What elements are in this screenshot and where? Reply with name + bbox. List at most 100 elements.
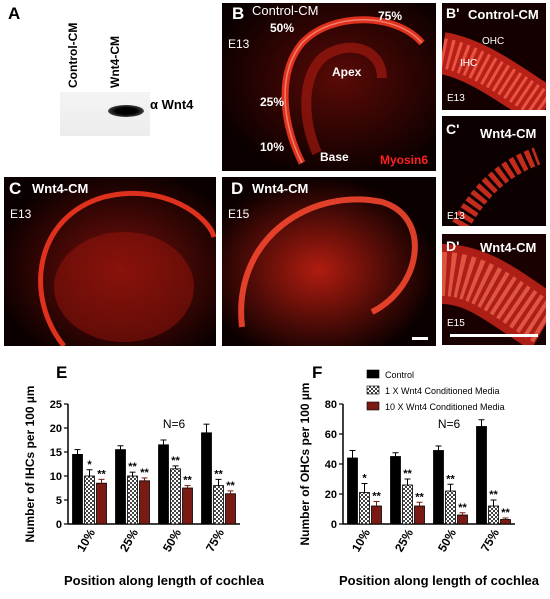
y-tick-label: 20 [325,489,337,501]
bar [476,426,487,525]
x-axis-label: Position along length of cochlea [339,573,540,588]
apex-label: Apex [332,65,362,79]
significance-stars: * [362,473,367,485]
significance-stars: ** [183,475,192,487]
bar [445,490,456,525]
panel-b-age: E13 [228,37,250,51]
base-label: Base [320,150,349,164]
legend-label: 10 X Wnt4 Conditioned Media [385,402,505,412]
bar [127,475,138,525]
bar [158,444,169,525]
y-tick-label: 15 [50,447,62,459]
panel-e-letter: E [56,363,68,382]
bar [488,505,499,525]
significance-stars: * [87,459,92,471]
blot-lane-label-control: Control-CM [66,22,80,88]
label-10-percent: 10% [260,140,285,154]
blot-band-label: α Wnt4 [150,97,194,112]
scale-bar-d [412,337,428,340]
western-blot-image [60,92,150,136]
significance-stars: ** [489,489,498,501]
y-tick-label: 60 [325,429,337,441]
significance-stars: ** [458,502,467,514]
panel-c-condition: Wnt4-CM [32,181,89,196]
panel-c-prime-image: Wnt4-CM E13 [442,116,546,226]
significance-stars: ** [97,468,106,480]
bar [433,450,444,525]
hair-cells-d-prime [442,234,546,345]
blot-lane-label-wnt4: Wnt4-CM [108,36,122,88]
bar [84,475,95,525]
category-label: 75% [203,526,227,554]
panel-c-letter: C [9,179,22,198]
panel-d-letter: D [231,179,244,198]
legend-swatch [366,385,380,395]
significance-stars: ** [403,468,412,480]
category-label: 75% [478,526,502,554]
bar [414,505,425,525]
panel-b-image: Control-CM E13 50% 75% 25% 10% Apex Base… [222,3,436,171]
cochlea-spiral-d [222,177,436,346]
y-tick-label: 0 [56,519,62,531]
bar [371,505,382,525]
bar [390,456,401,525]
legend-label: 1 X Wnt4 Conditioned Media [385,386,500,396]
hair-cell-rows-b-prime [442,3,546,110]
panel-f-letter: F [312,363,323,382]
bar [457,514,468,525]
bar [170,468,181,525]
panel-b-prime-age: E13 [447,93,465,104]
scale-bar-d-prime [450,334,538,337]
category-label: 25% [392,526,416,554]
significance-stars: ** [226,480,235,492]
bar [347,457,358,525]
y-axis-label: Number of OHCs per 100 µm [298,383,312,546]
y-tick-label: 5 [56,495,62,507]
panel-c-prime-condition: Wnt4-CM [480,126,537,141]
significance-stars: ** [415,491,424,503]
panel-b-prime-image: Control-CM OHC IHC E13 [442,3,546,110]
panel-d-condition: Wnt4-CM [252,181,309,196]
significance-stars: ** [446,473,455,485]
category-label: 50% [160,526,184,554]
bar [201,432,212,525]
x-axis-label: Position along length of cochlea [64,573,265,588]
significance-stars: ** [501,507,510,519]
panel-d-prime-image: Wnt4-CM E15 [442,234,546,345]
bar [115,449,126,525]
panel-c-prime-letter: C' [446,121,460,137]
legend-swatch [366,369,380,379]
bar [139,480,150,525]
y-tick-label: 80 [325,399,337,411]
category-label: 10% [349,526,373,554]
myosin6-stain-label: Myosin6 [380,153,429,167]
legend-label: Control [385,370,414,380]
panel-c-image: Wnt4-CM E13 [4,177,216,346]
panel-d-age: E15 [228,207,250,221]
panel-c-prime-age: E13 [447,211,465,222]
label-75-percent: 75% [378,9,403,23]
n-annotation: N=6 [438,417,461,431]
panel-d-image: Wnt4-CM E15 [222,177,436,346]
category-label: 25% [117,526,141,554]
bar [182,487,193,525]
bar [96,482,107,525]
bar [402,484,413,525]
bar [225,493,236,525]
cochlea-spiral-c [4,177,216,346]
wnt4-band [108,105,144,117]
panel-d-prime-condition: Wnt4-CM [480,240,537,255]
bar [500,519,511,525]
y-tick-label: 10 [50,471,62,483]
panel-d-prime-letter: D' [446,238,460,254]
bar [213,485,224,525]
label-25-percent: 25% [260,95,285,109]
panel-b-letter: B [232,4,245,23]
significance-stars: ** [171,455,180,467]
hair-cells-c-prime [442,116,546,226]
bar [72,454,83,525]
y-tick-label: 20 [50,423,62,435]
panel-a-letter: A [8,4,21,23]
